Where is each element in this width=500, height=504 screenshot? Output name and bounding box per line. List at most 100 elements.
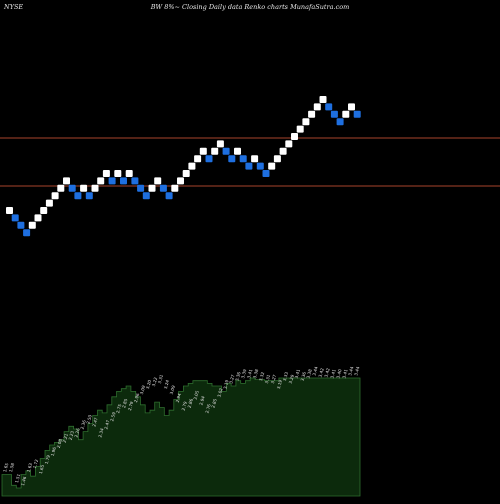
volume-value-label: 2.47 (91, 417, 98, 428)
renko-brick-up (40, 207, 48, 214)
volume-area (1, 377, 361, 497)
renko-brick-up (302, 118, 310, 126)
volume-value-label: 2.76 (204, 403, 211, 414)
renko-brick-up (268, 162, 276, 170)
renko-brick-down (325, 103, 333, 111)
volume-value-label: 2.47 (103, 419, 110, 430)
volume-value-label: 3.42 (323, 367, 330, 378)
volume-value-label: 3.39 (240, 368, 247, 379)
volume-value-label: 3.44 (353, 366, 360, 377)
volume-value-label: 3.36 (300, 371, 307, 382)
renko-brick-down (330, 110, 338, 118)
volume-value-label: 3.20 (145, 379, 152, 390)
volume-value-label: 3.41 (341, 368, 348, 379)
renko-brick-up (199, 147, 207, 155)
renko-brick-down (228, 155, 236, 163)
renko-brick-up (45, 199, 53, 207)
renko-brick-down (17, 221, 25, 229)
renko-brick-down (85, 192, 93, 200)
renko-brick-up (291, 133, 298, 140)
volume-value-label: 3.24 (163, 379, 170, 390)
renko-brick-up (285, 140, 293, 148)
renko-brick-up (6, 207, 13, 214)
volume-value-label: 3.02 (216, 387, 223, 398)
volume-value-label: 3.31 (264, 374, 271, 385)
volume-value-label: 3.05 (193, 390, 200, 401)
volume-value-label: 2.75 (115, 403, 122, 414)
volume-value-label: 3.19 (222, 379, 229, 390)
renko-brick-up (57, 184, 65, 192)
volume-value-label: 2.79 (127, 401, 134, 412)
renko-brick-down (353, 110, 361, 118)
renko-brick-down (11, 214, 19, 222)
volume-value-label: 3.36 (234, 371, 241, 382)
renko-brick-down (245, 162, 253, 170)
renko-brick-up (296, 125, 304, 133)
renko-brick-down (74, 192, 82, 200)
volume-value-label: 2.96 (133, 392, 140, 403)
volume-value-label: 2.23 (68, 430, 75, 441)
volume-value-label: 1.63 (26, 462, 33, 473)
renko-brick-up (273, 155, 281, 163)
volume-value-label: 3.33 (282, 371, 289, 382)
renko-brick-up (171, 184, 179, 192)
renko-brick-down (256, 162, 264, 170)
volume-value-label: 1.58 (8, 462, 15, 473)
renko-brick-up (91, 184, 99, 192)
volume-value-label: 3.41 (294, 368, 301, 379)
renko-brick-up (102, 170, 110, 177)
renko-brick-down (23, 229, 31, 237)
volume-value-label: 2.85 (210, 398, 217, 409)
renko-brick-up (34, 214, 42, 222)
volume-value-label: 3.42 (318, 367, 325, 378)
volume-value-label: 3.27 (228, 374, 235, 385)
volume-value-label: 3.22 (151, 376, 158, 387)
renko-brick-up (319, 96, 327, 103)
volume-value-label: 3.41 (329, 368, 336, 379)
renko-brick-up (188, 162, 196, 170)
renko-brick-up (80, 184, 88, 192)
renko-brick-down (131, 177, 139, 185)
renko-brick-up (234, 147, 241, 155)
volume-value-label: 2.34 (97, 427, 104, 438)
renko-brick-up (97, 177, 105, 185)
renko-brick-up (313, 103, 321, 111)
volume-value-label: 1.65 (38, 464, 45, 475)
volume-value-label: 3.31 (157, 374, 164, 385)
volume-value-label: 2.36 (80, 419, 87, 430)
renko-brick-up (308, 110, 316, 118)
renko-brick-down (205, 155, 213, 163)
volume-value-label: 1.51 (14, 473, 21, 484)
renko-brick-up (177, 177, 184, 185)
volume-value-label: 3.38 (306, 368, 313, 379)
volume-value-label: 2.79 (181, 401, 188, 412)
renko-brick-down (165, 192, 173, 200)
volume-value-label: 3.29 (288, 374, 295, 385)
renko-brick-up (342, 110, 350, 118)
renko-brick-up (211, 147, 219, 155)
volume-value-label: 1.96 (50, 446, 57, 457)
volume-value-label: 3.27 (270, 374, 277, 385)
volume-value-label: 3.09 (169, 384, 176, 395)
renko-brick-up (28, 221, 36, 229)
volume-value-label: 1.79 (44, 454, 51, 465)
renko-brick-up (251, 155, 259, 163)
renko-brick-up (51, 192, 59, 200)
volume-value-label: 2.59 (109, 411, 116, 422)
renko-brick-down (159, 184, 167, 192)
renko-brick-down (137, 184, 145, 192)
volume-value-label: 3.38 (252, 368, 259, 379)
renko-brick-up (154, 177, 162, 185)
renko-brick-down (142, 192, 150, 200)
renko-brick-down (336, 118, 344, 126)
volume-value-label: 1.72 (32, 458, 39, 469)
volume-value-label: 3.41 (246, 368, 253, 379)
renko-brick-up (194, 155, 202, 163)
chart-title: BW 8%~ Closing Daily data Renko charts M… (150, 3, 350, 11)
renko-brick-up (148, 184, 156, 192)
volume-value-label: 2.86 (187, 398, 194, 409)
renko-brick-down (120, 177, 127, 185)
volume-value-label: 3.09 (139, 384, 146, 395)
volume-value-label: 2.94 (175, 392, 182, 403)
volume-value-label: 3.32 (258, 371, 265, 382)
